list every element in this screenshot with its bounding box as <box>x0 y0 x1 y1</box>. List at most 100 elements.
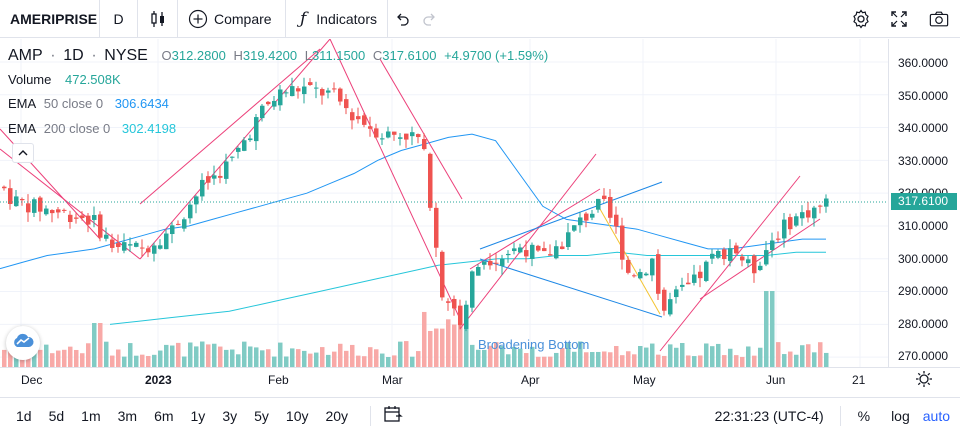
range-button-3m[interactable]: 3m <box>117 407 138 424</box>
range-button-1m[interactable]: 1m <box>81 407 101 424</box>
date-range-button[interactable] <box>370 405 403 426</box>
change-value: +4.9700 (+1.59%) <box>444 48 549 63</box>
chart-type-button[interactable] <box>138 0 178 38</box>
candle-body <box>554 246 559 259</box>
settings-button[interactable] <box>842 0 880 38</box>
candle-body <box>422 139 427 150</box>
time-axis[interactable]: Dec 2023 Feb Mar Apr May Jun 21 <box>0 367 960 393</box>
volume-bar <box>164 344 169 367</box>
symbol-search[interactable]: AMERIPRISE <box>0 0 100 38</box>
candle-body <box>164 233 169 250</box>
candle-body <box>146 248 151 253</box>
volume-bar <box>386 356 391 367</box>
collapse-legend-button[interactable] <box>12 143 34 163</box>
time-axis-label: 2023 <box>145 373 172 387</box>
ema50-legend[interactable]: EMA 50 close 0 306.6434 <box>8 96 173 111</box>
candle-body <box>662 289 667 311</box>
volume-bar <box>650 343 655 367</box>
range-button-3y[interactable]: 3y <box>222 407 238 424</box>
candle-body <box>260 105 265 119</box>
chevron-up-icon <box>18 144 28 162</box>
volume-bar <box>566 342 571 367</box>
volume-bar <box>296 349 301 367</box>
candle-body <box>536 245 541 251</box>
screenshot-button[interactable] <box>918 0 960 38</box>
clock[interactable]: 22:31:23 (UTC-4) <box>715 405 841 426</box>
candle-body <box>56 209 61 213</box>
volume-bar <box>524 353 529 367</box>
candle-body <box>314 87 319 89</box>
auto-scale-button[interactable]: auto <box>919 408 960 424</box>
price-axis-label: 310.0000 <box>898 219 949 233</box>
candle-body <box>68 214 73 223</box>
range-button-1d[interactable]: 1d <box>16 407 32 424</box>
range-button-20y[interactable]: 20y <box>325 407 349 424</box>
volume-bar <box>614 346 619 367</box>
volume-bar <box>608 352 613 367</box>
volume-bar <box>314 352 319 367</box>
price-chart[interactable]: Broadening Bottom <box>0 39 888 367</box>
ema200-legend-params: 200 close 0 <box>43 121 111 136</box>
axis-settings-button[interactable] <box>914 370 934 391</box>
grid-lines <box>0 39 888 367</box>
candle-body <box>788 217 793 230</box>
symbol-legend: AMP · 1D · NYSE O312.2800 H319.4200 L311… <box>8 47 549 64</box>
candle-body <box>602 195 607 199</box>
percent-label: % <box>857 407 871 424</box>
candle-body <box>824 198 829 207</box>
candle-body <box>578 217 583 226</box>
log-scale-button[interactable]: log <box>878 408 919 424</box>
candle-body <box>104 234 109 239</box>
compare-button[interactable]: Compare <box>178 0 286 38</box>
range-button-10y[interactable]: 10y <box>285 407 309 424</box>
range-button-5y[interactable]: 5y <box>254 407 269 424</box>
volume-bar <box>482 349 487 367</box>
redo-button[interactable] <box>416 0 444 38</box>
volume-legend-label: Volume <box>8 72 52 87</box>
range-button-6m[interactable]: 6m <box>154 407 174 424</box>
candle-body <box>98 214 103 238</box>
pattern-annotation[interactable]: Broadening Bottom <box>478 337 589 352</box>
candle-body <box>290 86 295 97</box>
trend-line <box>479 181 663 250</box>
trend-drawings <box>0 39 821 352</box>
candle-body <box>350 112 355 121</box>
ema200-legend[interactable]: EMA 200 close 0 302.4198 <box>8 121 180 136</box>
indicators-button[interactable]: ƒ Indicators <box>286 0 388 38</box>
candle-body <box>38 197 43 212</box>
candle-body <box>734 245 739 254</box>
chart-pane[interactable]: Broadening Bottom AMP · 1D · NYSE O312.2… <box>0 39 888 367</box>
candle-body <box>14 196 19 207</box>
volume-bar <box>812 352 817 367</box>
undo-button[interactable] <box>388 0 416 38</box>
volume-bar <box>476 349 481 367</box>
candle-body <box>410 132 415 137</box>
volume-bar <box>662 355 667 367</box>
candle-body <box>248 138 253 141</box>
volume-bar <box>464 310 469 367</box>
time-axis-label: Dec <box>21 373 43 387</box>
ema200-polyline <box>109 251 826 325</box>
volume-bar <box>704 343 709 367</box>
candle-body <box>44 208 49 215</box>
price-axis[interactable]: 360.0000350.0000340.0000330.0000320.0000… <box>888 39 960 367</box>
tradingview-logo[interactable] <box>6 326 40 360</box>
candle-body <box>572 225 577 231</box>
candle-body <box>206 176 211 183</box>
candle-body <box>200 179 205 197</box>
range-button-1y[interactable]: 1y <box>190 407 206 424</box>
volume-legend[interactable]: Volume 472.508K <box>8 72 125 87</box>
open-label: O <box>161 48 172 63</box>
candle-body <box>110 239 115 248</box>
candle-body <box>278 89 283 106</box>
trend-line <box>379 58 463 200</box>
range-button-5d[interactable]: 5d <box>48 407 65 424</box>
volume-bar <box>686 355 691 367</box>
volume-bar <box>416 351 421 367</box>
fullscreen-button[interactable] <box>880 0 918 38</box>
candle-body <box>620 225 625 260</box>
percent-scale-button[interactable]: % <box>841 408 878 424</box>
interval-button[interactable]: D <box>100 0 138 38</box>
compare-label: Compare <box>214 10 272 27</box>
volume-bar <box>62 349 67 367</box>
